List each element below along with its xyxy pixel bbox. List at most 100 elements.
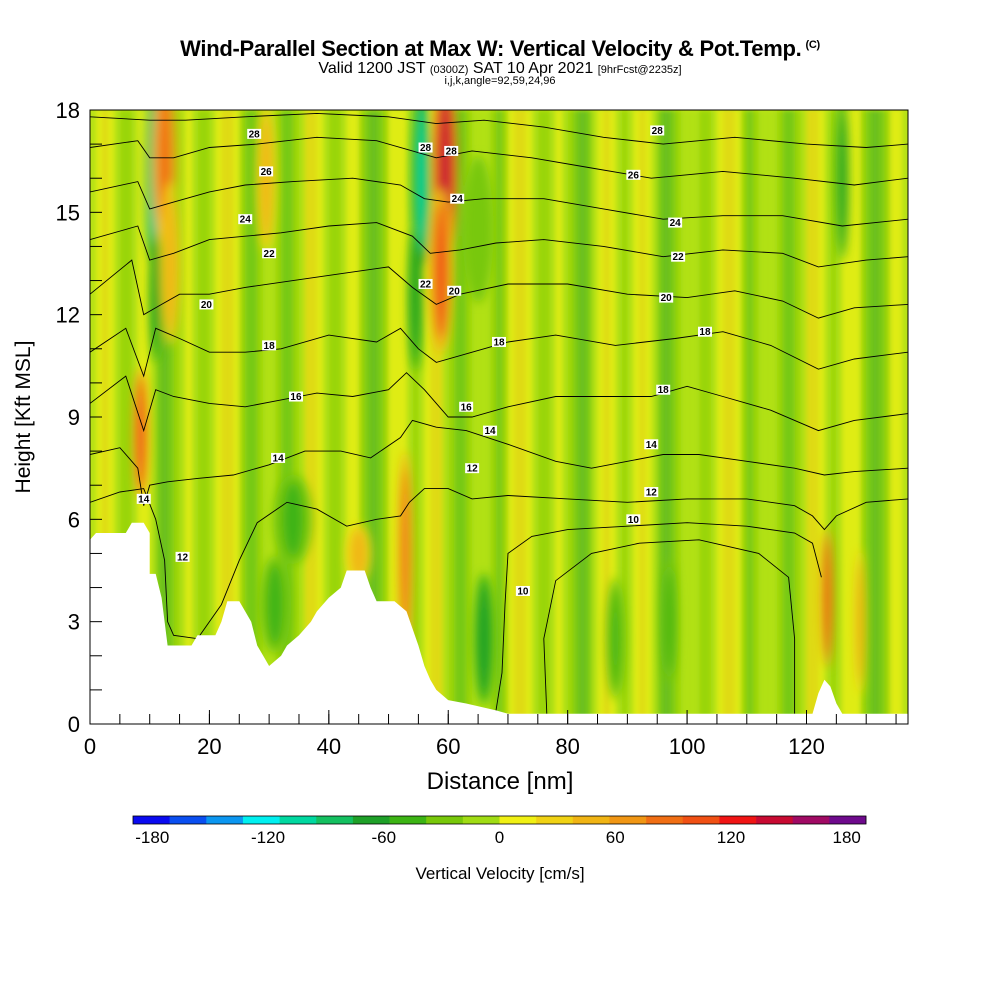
- contour-label-box: [199, 299, 214, 310]
- field-band: [770, 110, 778, 724]
- field-band: [472, 110, 479, 724]
- valid-date: SAT 10 Apr 2021: [472, 60, 594, 77]
- field-band: [251, 110, 258, 724]
- contour-label-box: [465, 463, 480, 474]
- contour-label: 16: [459, 401, 474, 413]
- field-band: [364, 110, 372, 724]
- contour-label-text: 26: [628, 170, 640, 181]
- field-band: [722, 110, 730, 724]
- field-band: [710, 110, 718, 724]
- field-band: [597, 110, 604, 724]
- updraft-core: [351, 529, 366, 578]
- field-band: [848, 110, 855, 724]
- field-band: [107, 110, 115, 724]
- colorbar-swatch: [169, 816, 207, 824]
- colorbar: -180 -120 -60 0 60 120 180: [132, 815, 867, 847]
- x-tick-label: 20: [197, 734, 221, 759]
- colorbar-swatch: [499, 816, 537, 824]
- field-band: [346, 110, 354, 724]
- contour-label-text: 24: [240, 215, 252, 226]
- field-band: [746, 110, 754, 724]
- field-band: [627, 110, 634, 724]
- field-band: [603, 110, 610, 724]
- theta-contour-14: [90, 419, 908, 506]
- theta-contour-20: [90, 259, 908, 319]
- contour-label-text: 14: [646, 440, 658, 451]
- contour-label-box: [459, 401, 474, 412]
- y-tick-label: 0: [68, 712, 80, 737]
- field-band: [358, 110, 366, 724]
- contour-label-text: 16: [290, 392, 302, 403]
- field-band: [334, 110, 342, 724]
- y-tick-label: 18: [56, 98, 80, 123]
- field-band: [669, 110, 676, 724]
- contour-label-text: 18: [264, 341, 276, 352]
- contour-label: 28: [247, 128, 262, 140]
- colorbar-tick-label: -120: [251, 828, 285, 847]
- colorbar-swatch: [646, 816, 684, 824]
- contour-label-box: [450, 193, 465, 204]
- contour-label: 14: [136, 493, 151, 505]
- plot-frame: [89, 109, 909, 725]
- field-band: [818, 110, 825, 724]
- contour-label-box: [247, 128, 262, 139]
- contour-label-box: [656, 384, 671, 395]
- colorbar-swatch: [206, 816, 244, 824]
- contour-label: 26: [259, 166, 274, 178]
- colorbar-swatch: [719, 816, 757, 824]
- field-band: [298, 110, 306, 724]
- contour-label-box: [644, 487, 659, 498]
- contour-labels: 28 26 24 22 20 18 16 14 14 12 28 28 24 22 20 18 16 14 12 10…: [136, 125, 712, 597]
- updraft-core: [165, 195, 177, 332]
- field-band: [675, 110, 682, 724]
- field-band: [191, 110, 198, 724]
- contour-label-box: [418, 278, 433, 289]
- contour-label: 26: [626, 169, 641, 181]
- colorbar-swatch: [426, 816, 464, 824]
- contour-label: 20: [447, 285, 462, 297]
- theta-contour-12: [90, 488, 908, 640]
- contour-label-text: 12: [177, 552, 189, 563]
- field-band: [591, 110, 599, 724]
- field-band: [734, 110, 742, 724]
- contour-label-box: [271, 452, 286, 463]
- contour-label-text: 20: [661, 293, 673, 304]
- contour-label-text: 26: [261, 167, 273, 178]
- colorbar-swatch: [389, 816, 427, 824]
- field-band: [812, 110, 819, 724]
- field-band: [424, 110, 431, 724]
- field-band: [382, 110, 390, 724]
- field-band: [519, 110, 527, 724]
- contour-label-text: 22: [420, 279, 432, 290]
- colorbar-tick-label: 180: [833, 828, 861, 847]
- contour-label-box: [262, 248, 277, 259]
- potential-temperature-contours: [90, 112, 908, 714]
- contour-label-text: 14: [484, 426, 496, 437]
- field-band: [681, 110, 688, 724]
- contour-label: 22: [418, 278, 433, 290]
- chart-title: Wind-Parallel Section at Max W: Vertical…: [0, 36, 1000, 62]
- field-band: [615, 110, 622, 724]
- field-band: [567, 110, 575, 724]
- updraft-core: [261, 116, 272, 240]
- field-band: [501, 110, 509, 724]
- field-band: [239, 110, 246, 724]
- theta-contour-24: [90, 177, 908, 227]
- field-band: [890, 110, 897, 724]
- contour-label: 14: [271, 452, 286, 464]
- field-band: [830, 110, 837, 724]
- contour-label: 18: [656, 384, 671, 396]
- field-band: [400, 110, 407, 724]
- field-band: [221, 110, 228, 724]
- field-band: [340, 110, 348, 724]
- contour-label: 12: [644, 487, 659, 499]
- contour-label-text: 16: [461, 402, 473, 413]
- contour-label-box: [626, 514, 641, 525]
- field-band: [227, 110, 234, 724]
- field-band: [490, 110, 497, 724]
- field-band: [394, 110, 401, 724]
- colorbar-swatch: [682, 816, 720, 824]
- contour-label-box: [418, 142, 433, 153]
- downdraft-core: [838, 110, 846, 247]
- contour-label-text: 14: [138, 494, 150, 505]
